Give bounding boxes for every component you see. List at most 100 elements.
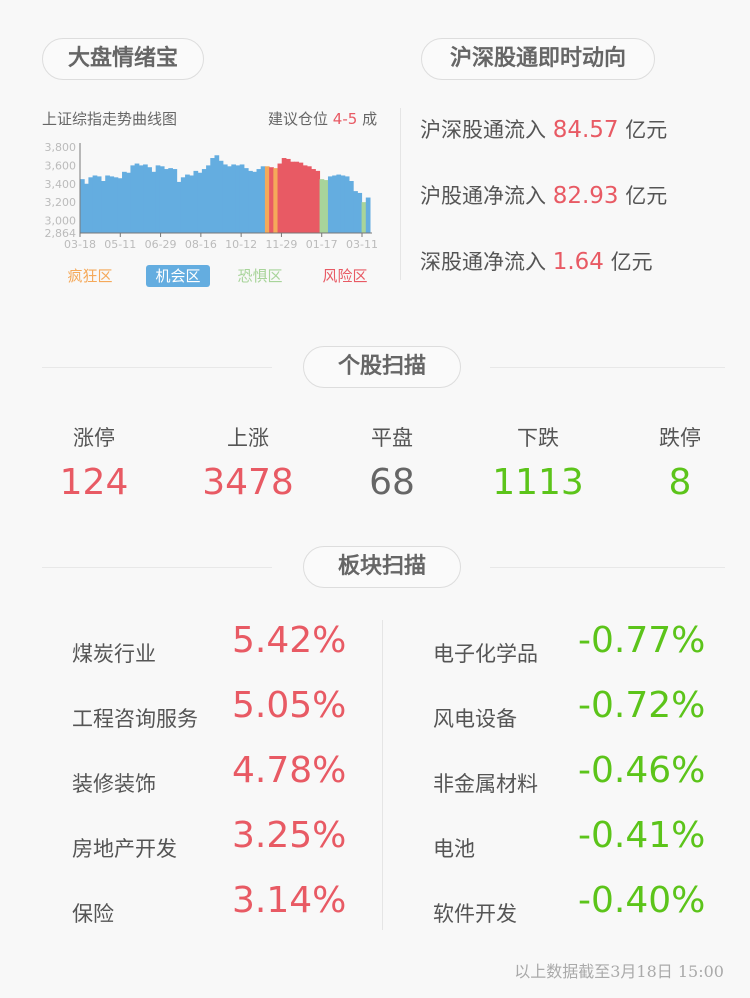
area-segment xyxy=(277,163,283,233)
area-segment xyxy=(323,180,329,233)
sector-up-name[interactable]: 保险 xyxy=(72,902,114,926)
legend-item[interactable]: 机会区 xyxy=(146,265,210,287)
area-segment xyxy=(294,161,300,233)
area-segment xyxy=(235,165,241,233)
stat-value: 3478 xyxy=(202,462,294,503)
area-segment xyxy=(172,169,178,233)
stat-value: 1113 xyxy=(492,462,584,503)
area-segment xyxy=(88,177,94,233)
area-segment xyxy=(231,164,237,233)
legend-item[interactable]: 疯狂区 xyxy=(67,267,113,285)
x-tick-label: 06-29 xyxy=(145,238,177,251)
divider-vertical xyxy=(382,620,383,930)
sector-up-name[interactable]: 工程咨询服务 xyxy=(72,707,198,731)
market-title: 大盘情绪宝 xyxy=(42,38,204,80)
flow-unit: 亿元 xyxy=(625,118,668,142)
stat-1: 上涨 3478 xyxy=(188,422,308,503)
y-tick-label: 3,800 xyxy=(45,141,77,154)
area-segment xyxy=(155,165,161,233)
area-segment xyxy=(80,179,85,233)
area-segment xyxy=(197,172,203,233)
x-tick-label: 05-11 xyxy=(104,238,136,251)
sector-down-name[interactable]: 非金属材料 xyxy=(433,772,538,796)
position-suffix: 成 xyxy=(362,110,378,128)
area-segment xyxy=(319,179,325,233)
area-segment xyxy=(218,160,224,233)
area-segment xyxy=(311,169,316,233)
x-tick-label: 03-18 xyxy=(64,238,96,251)
x-tick-label: 03-11 xyxy=(346,238,378,251)
area-segment xyxy=(264,166,270,233)
sector-up-pct: 3.25% xyxy=(232,815,347,856)
flow-item: 深股通净流入 1.64 亿元 xyxy=(420,246,653,276)
x-tick-label: 01-17 xyxy=(306,238,338,251)
area-segment xyxy=(201,169,207,233)
sector-up-pct: 5.05% xyxy=(232,685,347,726)
area-segment xyxy=(210,158,215,233)
area-segment xyxy=(285,158,291,233)
area-segment xyxy=(248,170,253,233)
y-tick-label: 3,000 xyxy=(45,215,77,228)
connect-title: 沪深股通即时动向 xyxy=(421,38,655,80)
flow-label: 深股通净流入 xyxy=(420,250,546,274)
legend-item[interactable]: 恐惧区 xyxy=(237,267,283,285)
area-segment xyxy=(96,176,102,233)
sector-down-pct: -0.46% xyxy=(578,750,706,791)
x-tick-label: 10-12 xyxy=(225,238,257,251)
stocks-title: 个股扫描 xyxy=(303,346,461,388)
stat-3: 下跌 1113 xyxy=(478,422,598,503)
divider-vertical xyxy=(400,108,401,280)
area-segment xyxy=(281,158,287,233)
sector-down-pct: -0.41% xyxy=(578,815,706,856)
area-segment xyxy=(206,165,211,233)
sector-up-pct: 3.14% xyxy=(232,880,347,921)
area-segment xyxy=(273,168,279,233)
sector-up-name[interactable]: 装修装饰 xyxy=(72,772,156,796)
sector-down-name[interactable]: 电子化学品 xyxy=(433,642,538,666)
sector-up-name[interactable]: 煤炭行业 xyxy=(72,642,156,666)
stat-value: 8 xyxy=(668,462,692,503)
area-segment xyxy=(340,175,346,233)
x-tick-label: 08-16 xyxy=(185,238,217,251)
divider xyxy=(42,567,272,568)
area-segment xyxy=(348,180,354,233)
sector-up-name[interactable]: 房地产开发 xyxy=(72,837,177,861)
area-segment xyxy=(306,166,312,233)
area-segment xyxy=(243,168,249,233)
y-tick-label: 3,400 xyxy=(45,178,77,191)
area-segment xyxy=(256,169,262,233)
area-segment xyxy=(193,170,199,233)
area-segment xyxy=(361,202,367,233)
footer-timestamp: 以上数据截至3月18日 15:00 xyxy=(514,962,724,981)
flow-value: 82.93 xyxy=(552,183,619,209)
area-segment xyxy=(269,167,274,233)
sector-down-pct: -0.72% xyxy=(578,685,706,726)
area-segment xyxy=(126,172,131,233)
area-segment xyxy=(109,176,115,233)
legend-item[interactable]: 风险区 xyxy=(322,267,368,285)
flow-label: 沪深股通流入 xyxy=(420,118,546,142)
position-value: 4-5 xyxy=(332,110,358,128)
sector-down-name[interactable]: 风电设备 xyxy=(433,707,517,731)
sector-down-pct: -0.77% xyxy=(578,620,706,661)
area-segment xyxy=(151,171,157,233)
area-segment xyxy=(134,163,140,233)
area-segment xyxy=(353,191,358,233)
area-segment xyxy=(315,170,321,233)
flow-label: 沪股通净流入 xyxy=(420,184,546,208)
stat-0: 涨停 124 xyxy=(34,422,154,503)
stat-label: 下跌 xyxy=(517,426,559,450)
stat-value: 124 xyxy=(59,462,129,503)
sector-down-name[interactable]: 电池 xyxy=(433,837,475,861)
stat-value: 68 xyxy=(369,462,415,503)
area-segment xyxy=(147,167,152,233)
sector-up-pct: 5.42% xyxy=(232,620,347,661)
area-segment xyxy=(168,168,173,233)
area-segment xyxy=(113,177,119,233)
sector-down-name[interactable]: 软件开发 xyxy=(433,902,517,926)
area-segment xyxy=(176,181,182,233)
area-segment xyxy=(214,155,220,233)
stat-label: 涨停 xyxy=(73,426,115,450)
flow-item: 沪股通净流入 82.93 亿元 xyxy=(420,180,667,210)
